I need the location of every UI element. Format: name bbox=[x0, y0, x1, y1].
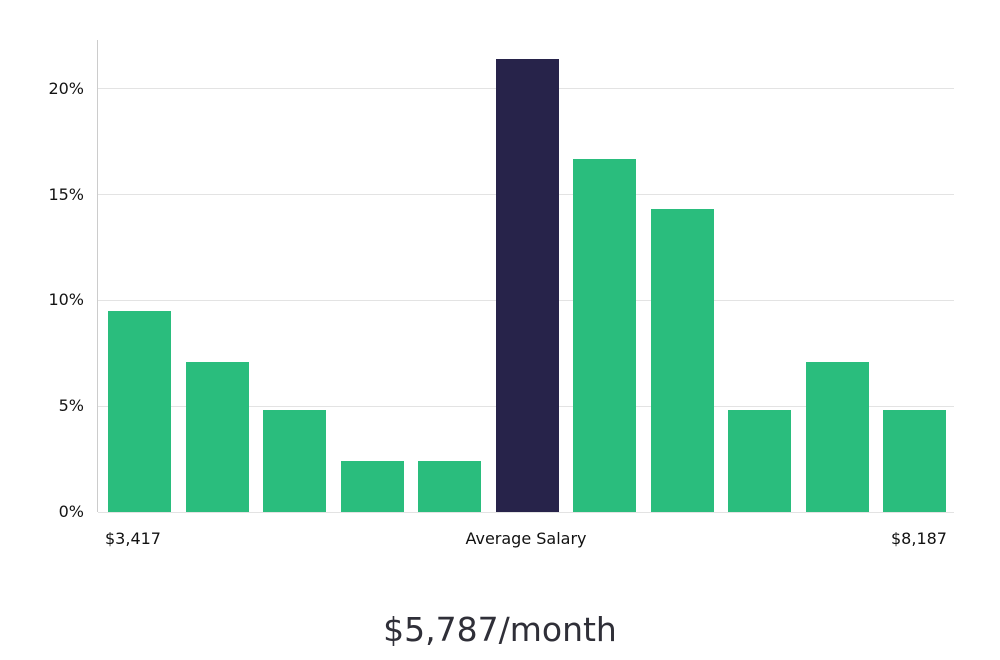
bar-salary-bucket-2 bbox=[263, 410, 326, 512]
bar-salary-bucket-10 bbox=[883, 410, 946, 512]
bar-salary-bucket-9 bbox=[805, 361, 869, 512]
plot-area: 0% 5% 10% 15% 20% bbox=[48, 40, 954, 521]
y-tick-label-20: 20% bbox=[48, 78, 84, 98]
bars-container bbox=[108, 40, 946, 512]
gridline-0 bbox=[98, 511, 954, 513]
bar-salary-bucket-1 bbox=[185, 361, 249, 512]
bar-salary-bucket-3 bbox=[340, 461, 404, 512]
bar-salary-bucket-0 bbox=[108, 310, 171, 512]
y-tick-label-5: 5% bbox=[58, 396, 84, 416]
x-label-min-salary: $3,417 bbox=[105, 529, 161, 548]
bar-salary-bucket-6 bbox=[573, 158, 636, 512]
x-label-max-salary: $8,187 bbox=[891, 529, 947, 548]
y-tick-label-0: 0% bbox=[58, 502, 84, 521]
x-axis-labels: $3,417 Average Salary $8,187 bbox=[97, 529, 953, 548]
bar-average-salary-highlight bbox=[495, 59, 559, 512]
bar-salary-bucket-7 bbox=[650, 209, 714, 512]
bar-salary-bucket-4 bbox=[418, 461, 481, 512]
y-tick-label-15: 15% bbox=[48, 184, 84, 204]
average-salary-value: $5,787/month bbox=[383, 610, 617, 649]
x-label-average-salary: Average Salary bbox=[465, 529, 587, 548]
bar-salary-bucket-8 bbox=[728, 410, 791, 512]
y-tick-label-10: 10% bbox=[48, 290, 84, 310]
